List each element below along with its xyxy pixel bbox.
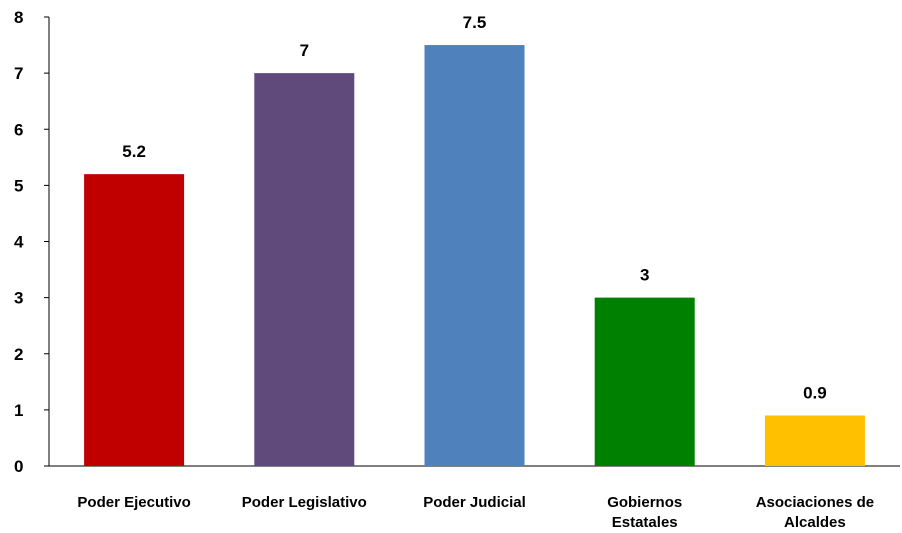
y-tick-label: 4 — [14, 233, 24, 252]
data-label: 7 — [300, 41, 309, 60]
y-tick-label: 0 — [14, 457, 23, 476]
category-label: Poder Ejecutivo — [77, 494, 190, 511]
y-tick-label: 7 — [14, 64, 23, 83]
y-tick-labels: 0 1 2 3 4 5 6 7 8 — [14, 8, 24, 476]
y-tick-label: 1 — [14, 401, 23, 420]
bars — [84, 45, 865, 466]
bar — [424, 45, 525, 466]
data-label: 7.5 — [463, 13, 487, 32]
bar — [254, 73, 355, 466]
category-label: Asociaciones de Alcaldes — [756, 494, 874, 531]
category-label: Poder Legislativo — [242, 494, 367, 511]
bar — [764, 415, 865, 466]
value-labels: 5.2 7 7.5 3 0.9 — [122, 13, 826, 402]
bar — [84, 174, 185, 466]
y-tick-label: 6 — [14, 120, 23, 139]
data-label: 0.9 — [803, 383, 827, 402]
y-tick-label: 2 — [14, 345, 23, 364]
bar — [594, 297, 695, 466]
category-label: Gobiernos Estatales — [607, 494, 682, 531]
data-label: 3 — [640, 266, 649, 285]
y-tick-label: 8 — [14, 8, 23, 27]
category-label: Poder Judicial — [423, 494, 526, 511]
y-tick-label: 3 — [14, 289, 23, 308]
data-label: 5.2 — [122, 142, 146, 161]
category-labels: Poder Ejecutivo Poder Legislativo Poder Ju… — [77, 494, 874, 531]
y-tick-label: 5 — [14, 176, 23, 195]
